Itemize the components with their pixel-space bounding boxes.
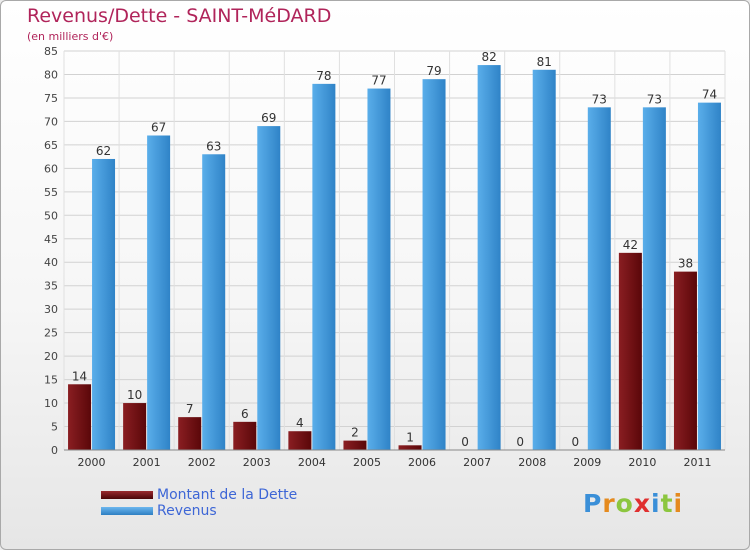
legend-item-revenus: Revenus: [101, 503, 297, 519]
y-tick-label: 35: [44, 280, 58, 293]
y-tick-label: 60: [44, 162, 58, 175]
bar-revenus: [532, 69, 556, 450]
bar-dette: [233, 421, 257, 450]
data-label-revenus: 81: [537, 55, 552, 69]
data-label-revenus: 77: [371, 74, 386, 88]
data-label-dette: 6: [241, 407, 249, 421]
data-label-dette: 2: [351, 426, 359, 440]
labels-layer: 14 62 10 67 7 63 6 69 4 78 2 77 1 79 0 82 0 81 0 73 42 73 38 74: [72, 50, 717, 449]
data-label-dette: 0: [461, 435, 469, 449]
x-tick-label: 2001: [133, 456, 161, 469]
y-tick-label: 80: [44, 68, 58, 81]
bar-revenus: [587, 107, 611, 451]
data-label-revenus: 82: [481, 50, 496, 64]
bar-dette: [673, 271, 697, 450]
proxiti-logo-letter: o: [615, 489, 634, 518]
x-tick-label: 2002: [188, 456, 216, 469]
bar-dette: [618, 252, 642, 450]
legend-swatch-revenus: [101, 507, 153, 515]
x-tick-label: 2000: [78, 456, 106, 469]
data-label-dette: 7: [186, 402, 194, 416]
bar-revenus: [367, 88, 391, 450]
y-tick-label: 30: [44, 303, 58, 316]
y-tick-label: 85: [44, 45, 58, 58]
proxiti-logo-letter: i: [651, 489, 661, 518]
proxiti-logo-letter: r: [602, 489, 616, 518]
data-label-revenus: 73: [592, 92, 607, 106]
data-label-revenus: 74: [702, 88, 717, 102]
proxiti-logo-letter: i: [673, 489, 684, 518]
data-label-dette: 0: [571, 435, 579, 449]
proxiti-logo-letter: P: [583, 489, 603, 518]
x-tick-label: 2008: [518, 456, 546, 469]
data-label-revenus: 62: [96, 144, 111, 158]
legend: Montant de la Dette Revenus: [101, 487, 297, 519]
bar-revenus: [257, 126, 281, 450]
data-label-dette: 1: [406, 430, 414, 444]
x-tick-label: 2005: [353, 456, 381, 469]
legend-swatch-dette: [101, 491, 153, 499]
x-tick-label: 2009: [573, 456, 601, 469]
bar-dette: [123, 403, 147, 450]
bar-dette: [398, 445, 422, 450]
proxiti-logo: Proxiti: [583, 489, 683, 518]
data-label-dette: 14: [72, 369, 87, 383]
bar-revenus: [312, 83, 336, 450]
bar-dette: [68, 384, 92, 450]
bar-revenus: [477, 65, 501, 451]
x-tick-label: 2006: [408, 456, 436, 469]
data-label-revenus: 63: [206, 139, 221, 153]
y-tick-label: 25: [44, 327, 58, 340]
grid-layer: [63, 50, 726, 451]
y-tick-label: 65: [44, 139, 58, 152]
y-tick-label: 45: [44, 233, 58, 246]
bar-revenus: [202, 154, 226, 451]
data-label-revenus: 79: [426, 64, 441, 78]
y-tick-label: 55: [44, 186, 58, 199]
legend-item-dette: Montant de la Dette: [101, 487, 297, 503]
bars-layer: [68, 65, 721, 451]
x-tick-label: 2010: [628, 456, 656, 469]
bar-dette: [178, 417, 202, 450]
data-label-revenus: 73: [647, 92, 662, 106]
data-label-dette: 0: [516, 435, 524, 449]
y-tick-label: 10: [44, 397, 58, 410]
y-tick-label: 0: [51, 444, 58, 457]
y-tick-label: 15: [44, 374, 58, 387]
bar-revenus: [642, 107, 666, 451]
data-label-dette: 10: [127, 388, 142, 402]
y-tick-label: 5: [51, 421, 58, 434]
y-tick-label: 70: [44, 115, 58, 128]
chart-subtitle: (en milliers d'€): [27, 30, 114, 43]
proxiti-logo-letter: x: [633, 489, 651, 518]
bar-revenus: [92, 158, 116, 450]
x-tick-label: 2003: [243, 456, 271, 469]
data-label-revenus: 78: [316, 69, 331, 83]
y-tick-label: 20: [44, 350, 58, 363]
y-tick-label: 50: [44, 209, 58, 222]
bar-dette: [343, 440, 367, 450]
data-label-revenus: 69: [261, 111, 276, 125]
chart-title: Revenus/Dette - SAINT-MéDARD: [27, 5, 332, 27]
y-tick-label: 75: [44, 92, 58, 105]
x-tick-label: 2007: [463, 456, 491, 469]
bar-revenus: [147, 135, 171, 450]
x-tick-label: 2011: [683, 456, 711, 469]
data-label-dette: 38: [678, 257, 693, 271]
legend-label-dette: Montant de la Dette: [157, 486, 298, 503]
data-label-revenus: 67: [151, 120, 166, 134]
y-tick-label: 40: [44, 256, 58, 269]
x-tick-label: 2004: [298, 456, 326, 469]
bar-revenus: [697, 102, 721, 451]
data-label-dette: 4: [296, 416, 304, 430]
proxiti-logo-letter: t: [660, 489, 674, 518]
bar-revenus: [422, 79, 446, 450]
bar-dette: [288, 431, 312, 450]
legend-label-revenus: Revenus: [157, 502, 217, 519]
data-label-dette: 42: [623, 238, 638, 252]
